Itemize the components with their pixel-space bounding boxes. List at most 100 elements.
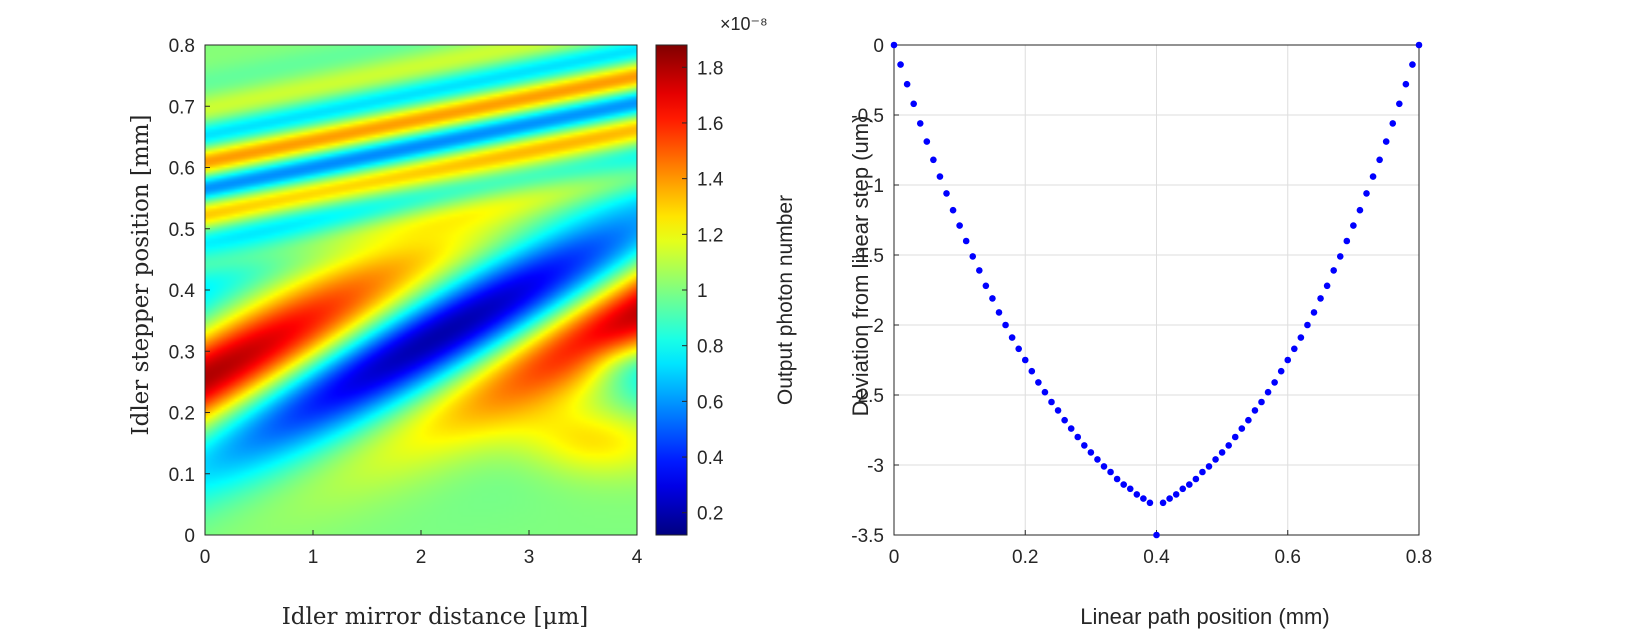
scatter-point [1212, 456, 1219, 463]
scatter-ytick-label: 0 [873, 36, 884, 57]
scatter-point [1205, 463, 1213, 470]
scatter-point [1153, 531, 1160, 539]
scatter-point [936, 173, 944, 180]
scatter-ytick-label: -0.5 [851, 106, 884, 127]
scatter-point [1081, 442, 1088, 449]
colorbar-tick-label: 1.6 [697, 114, 723, 135]
scatter-ytick-label: -2.5 [851, 386, 884, 407]
scatter-point [1179, 485, 1187, 493]
colorbar-tick-label: 0.6 [697, 392, 723, 413]
scatter-point [1363, 190, 1370, 197]
heatmap-ytick-label: 0.4 [169, 281, 196, 302]
colorbar-tick-label: 1.8 [697, 58, 723, 79]
scatter-xtick-label: 0.4 [1143, 547, 1170, 568]
colorbar-exponent: ×10⁻⁸ [720, 14, 768, 34]
scatter-plot: 0 0.2 0.4 0.6 0.8 0 -0.5 -1 -1.5 -2 -2.5 -3 -3.5 [851, 36, 1432, 568]
scatter-point [1245, 416, 1252, 424]
scatter-point [897, 61, 904, 68]
scatter-point [1343, 237, 1351, 245]
heatmap-plot: 0 1 2 3 4 0 0.1 0.2 0.3 0.4 0.5 0.6 0.7 0.8 [169, 36, 643, 568]
scatter-point [1166, 495, 1173, 502]
scatter-point [910, 100, 917, 108]
colorbar-tick-label: 1.2 [697, 225, 723, 246]
scatter-xtick-label: 0 [889, 547, 900, 568]
scatter-point [1113, 475, 1121, 483]
colorbar-tick-label: 1.4 [697, 170, 724, 191]
scatter-point [1107, 468, 1114, 476]
heatmap-ytick-label: 0.1 [169, 465, 195, 486]
scatter-point [1192, 475, 1200, 483]
scatter-point [1264, 388, 1272, 396]
scatter-point [1310, 309, 1318, 316]
scatter-point [1304, 321, 1311, 329]
scatter-point [1409, 61, 1416, 68]
scatter-point [1218, 449, 1226, 456]
scatter-point [1225, 442, 1232, 449]
heatmap-ylabel: Idler stepper position [mm] [128, 115, 154, 436]
heatmap-xtick-label: 3 [524, 547, 535, 568]
scatter-point [1041, 388, 1049, 396]
scatter-ytick-label: -1 [867, 176, 884, 197]
scatter-ytick-label: -3 [867, 456, 884, 477]
scatter-point [956, 222, 963, 229]
scatter-point [995, 309, 1003, 316]
scatter-point [962, 237, 970, 245]
scatter-point [1389, 120, 1397, 127]
scatter-ytick-label: -1.5 [851, 246, 884, 267]
scatter-point [916, 120, 924, 127]
scatter-point [1048, 398, 1055, 406]
scatter-point [1067, 425, 1075, 432]
scatter-xtick-label: 0.6 [1275, 547, 1301, 568]
scatter-ytick-label: -2 [867, 316, 884, 337]
scatter-point [1159, 499, 1167, 507]
scatter-point [1251, 407, 1259, 414]
heatmap-xlabel: Idler mirror distance [μm] [282, 604, 589, 630]
scatter-point [976, 267, 983, 274]
scatter-point [1402, 80, 1410, 88]
scatter-point [1133, 491, 1141, 498]
scatter-ytick-label: -3.5 [851, 526, 884, 547]
scatter-point [943, 190, 950, 197]
scatter-point [1186, 481, 1193, 488]
scatter-ylabel: Deviation from linear step (um) [848, 116, 873, 417]
scatter-point [1008, 334, 1016, 341]
scatter-point [1271, 379, 1278, 386]
scatter-point [1100, 463, 1108, 470]
scatter-point [1028, 367, 1036, 375]
scatter-point [949, 206, 957, 214]
scatter-point [1199, 468, 1206, 476]
scatter-point [930, 156, 937, 164]
scatter-point [1140, 495, 1147, 502]
scatter-point [1238, 425, 1246, 432]
scatter-point [1061, 416, 1068, 424]
scatter-point [1382, 138, 1390, 145]
scatter-point [1336, 253, 1344, 260]
scatter-point [1356, 206, 1364, 214]
colorbar-tick-label: 0.8 [697, 337, 723, 358]
scatter-point [1330, 267, 1337, 274]
scatter-point [1396, 100, 1403, 108]
scatter-point [1317, 295, 1324, 302]
heatmap-ytick-label: 0 [184, 526, 195, 547]
scatter-xtick-label: 0.8 [1406, 547, 1432, 568]
scatter-point [982, 282, 990, 290]
heatmap-xtick-label: 0 [200, 547, 211, 568]
scatter-point [1297, 334, 1305, 341]
scatter-point [1323, 282, 1331, 290]
heatmap-xtick-label: 4 [632, 547, 643, 568]
scatter-point [1258, 398, 1265, 406]
scatter-point [1231, 433, 1239, 441]
heatmap-xtick-label: 2 [416, 547, 427, 568]
scatter-point [903, 80, 911, 88]
scatter-point [1074, 433, 1082, 441]
scatter-point [1087, 449, 1095, 456]
heatmap-ytick-label: 0.3 [169, 342, 195, 363]
heatmap-ytick-label: 0.5 [169, 220, 195, 241]
heatmap-ytick-label: 0.6 [169, 159, 195, 180]
scatter-point [1146, 499, 1154, 507]
colorbar-tick-label: 0.2 [697, 504, 723, 525]
scatter-point [1021, 356, 1029, 364]
scatter-point [1172, 491, 1180, 498]
scatter-point [1002, 321, 1009, 329]
scatter-point [1415, 41, 1423, 49]
